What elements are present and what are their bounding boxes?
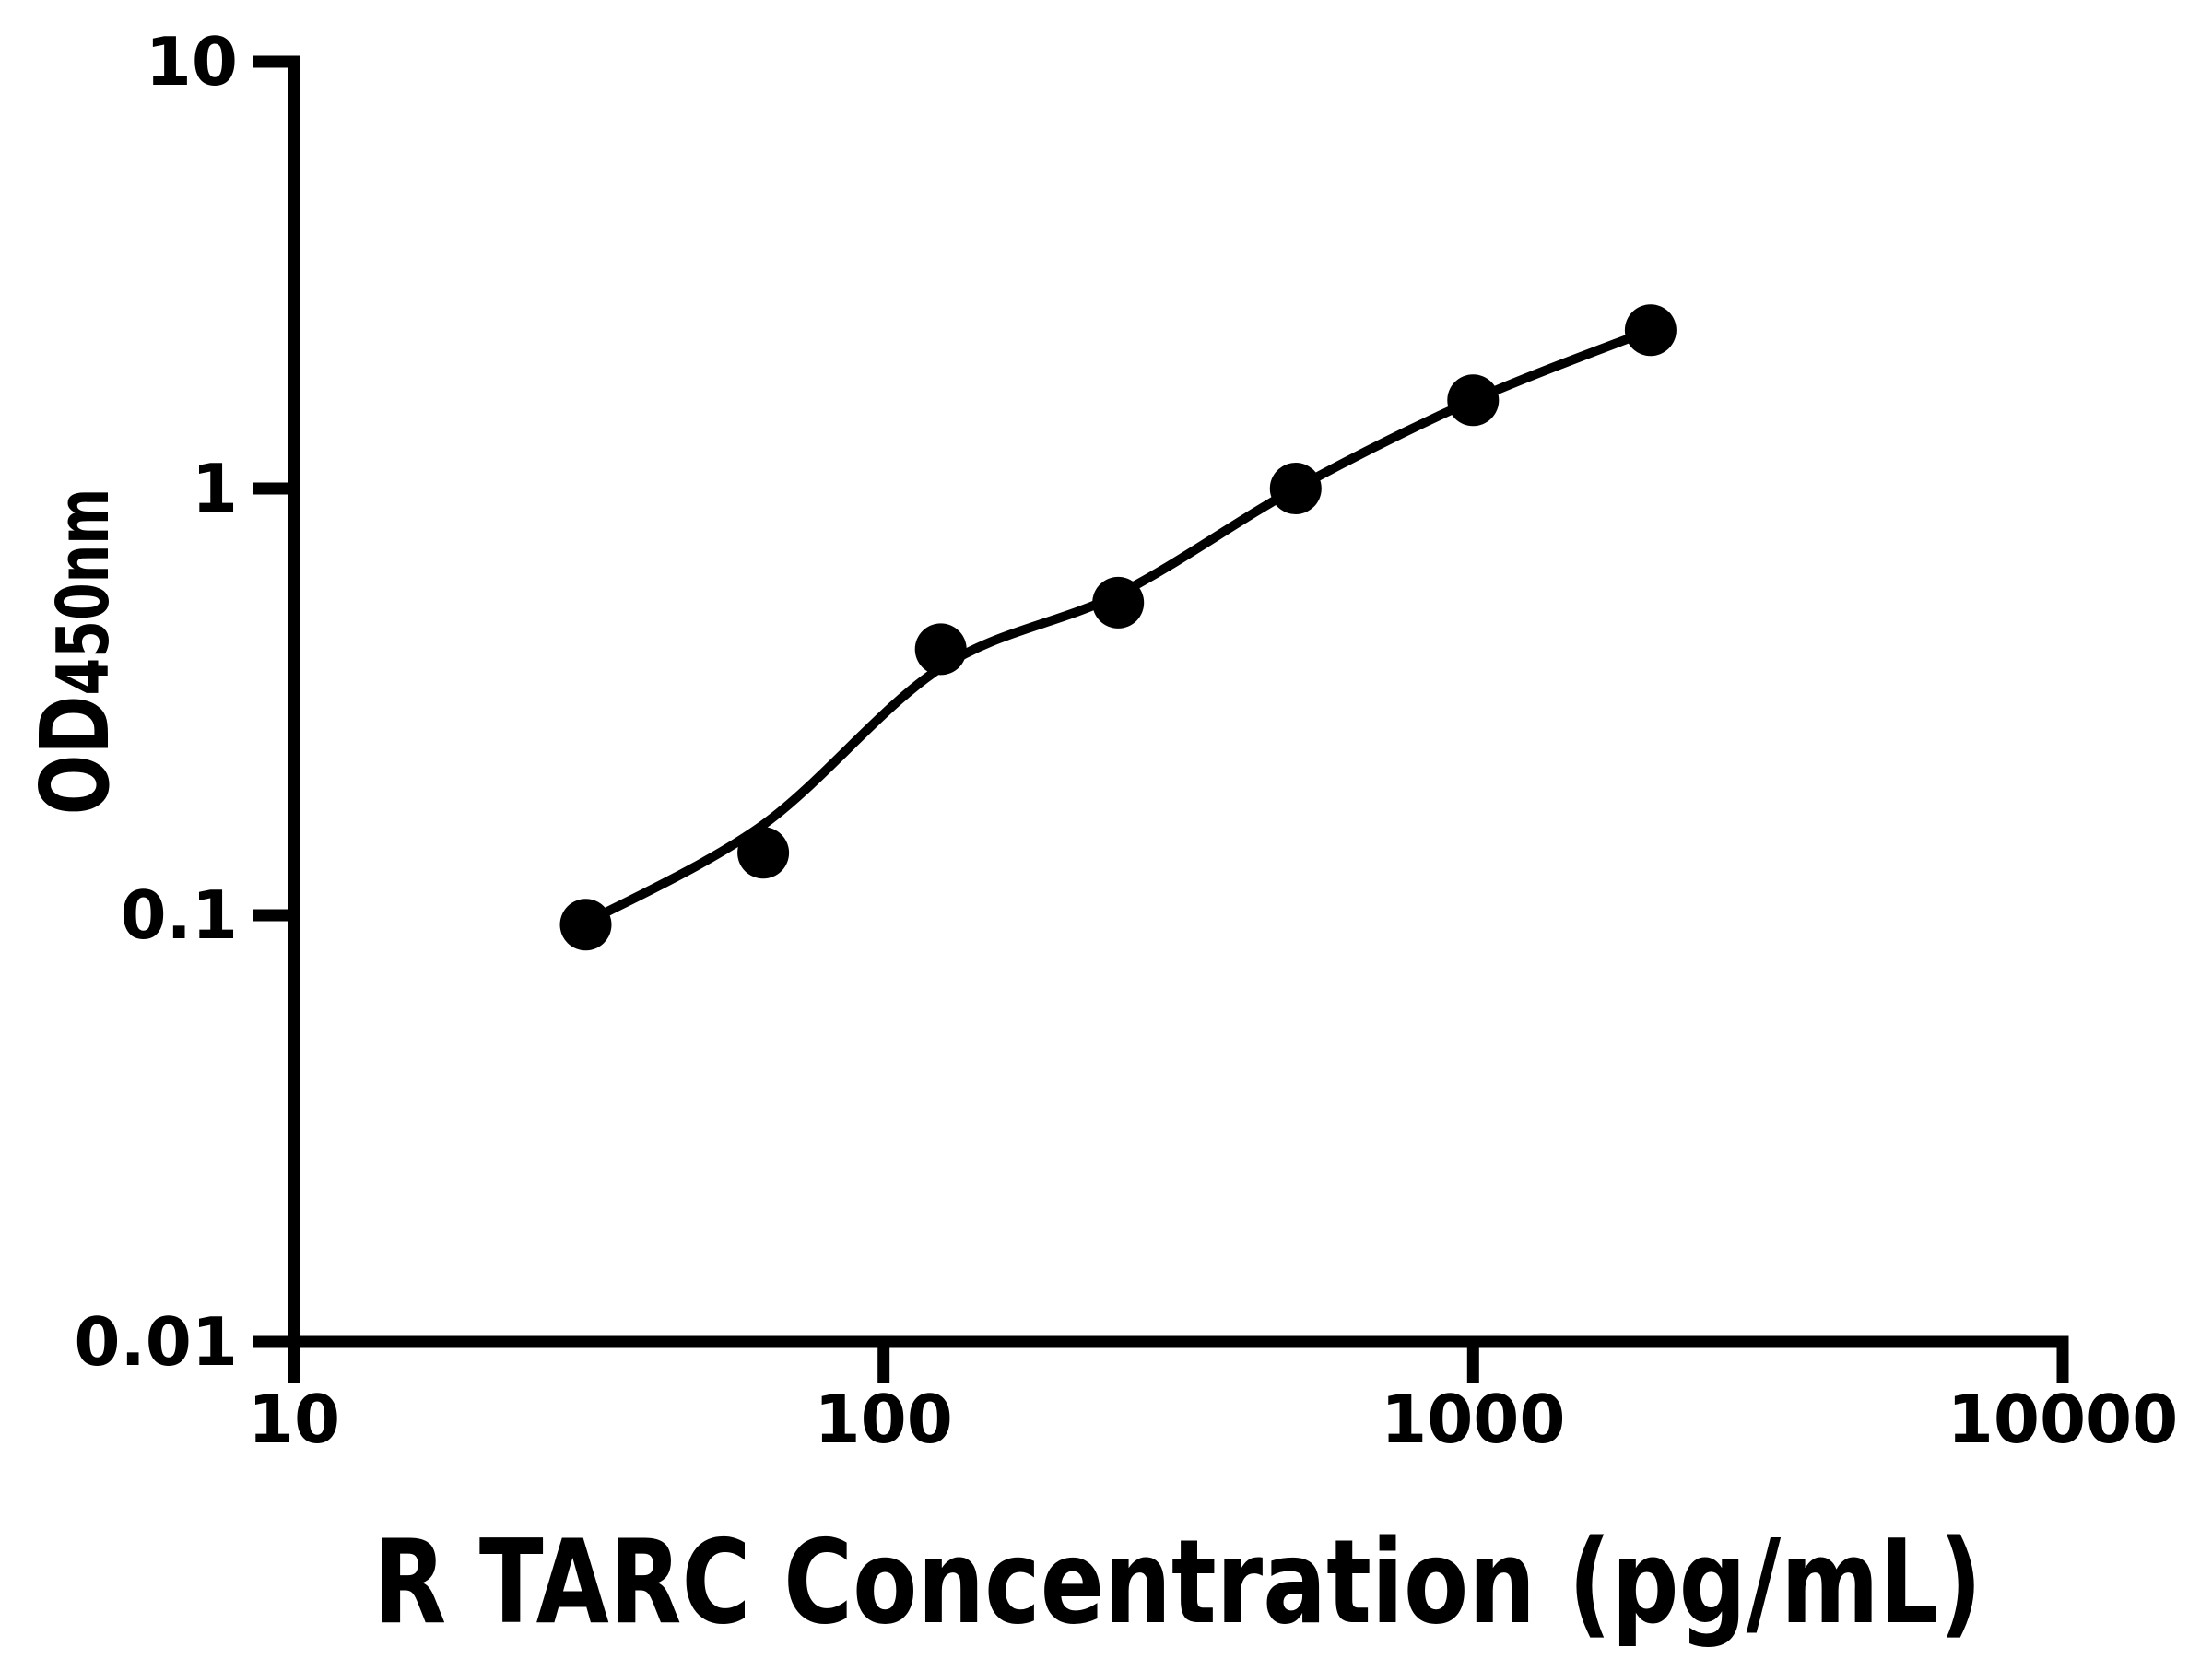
y-tick-label: 0.01	[74, 1303, 238, 1381]
y-axis-title-sub: 450nm	[42, 488, 126, 696]
x-tick-label: 10	[248, 1381, 340, 1458]
x-tick-label: 1000	[1381, 1381, 1565, 1458]
data-point	[559, 899, 612, 951]
x-tick-label: 100	[815, 1381, 953, 1458]
y-tick-label: 1	[192, 450, 238, 527]
data-point	[1269, 463, 1322, 514]
y-tick-label: 0.1	[120, 877, 238, 954]
data-point	[1624, 304, 1677, 357]
data-point	[914, 623, 967, 676]
data-point	[737, 827, 790, 879]
y-tick-label: 10	[146, 23, 238, 100]
y-axis-title-main: OD	[20, 695, 131, 815]
x-tick-label: 10000	[1947, 1381, 2179, 1458]
y-axis-title: OD450nm	[20, 488, 131, 815]
axis-line	[253, 55, 2069, 1383]
data-point	[1447, 374, 1500, 427]
x-axis-title: R TARC Concentration (pg/mL)	[374, 1514, 1983, 1650]
data-point	[1092, 576, 1145, 629]
